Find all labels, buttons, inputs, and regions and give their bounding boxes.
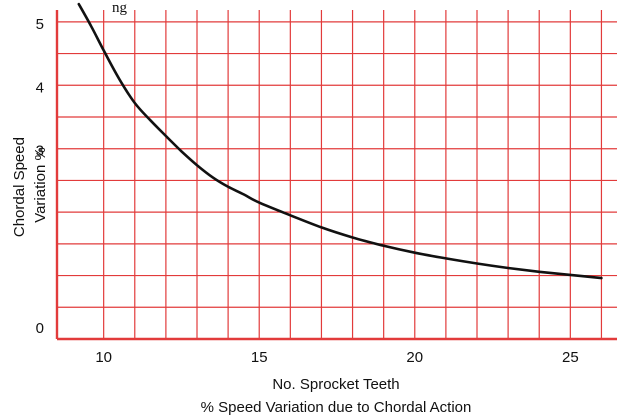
x-tick-label: 15 xyxy=(251,349,268,366)
chart-caption: % Speed Variation due to Chordal Action xyxy=(201,399,472,416)
y-tick-labels: 0 3 4 5 xyxy=(36,16,44,337)
axes xyxy=(55,10,617,341)
x-tick-label: 25 xyxy=(562,349,579,366)
y-tick-label: 4 xyxy=(36,79,44,96)
x-tick-labels: 10 15 20 25 xyxy=(95,349,578,366)
y-axis-title-line-2: Variation % xyxy=(32,147,49,223)
y-tick-label: 3 xyxy=(36,143,44,160)
y-tick-label: 0 xyxy=(36,320,44,337)
top-text-fragment: ng xyxy=(112,0,128,16)
y-axis-title-line-1: Chordal Speed xyxy=(11,137,28,237)
speed-variation-curve xyxy=(77,2,603,280)
x-tick-label: 20 xyxy=(406,349,423,366)
grid xyxy=(57,10,617,339)
y-axis-title: Chordal Speed Variation % xyxy=(11,133,49,237)
x-axis-title: No. Sprocket Teeth xyxy=(272,376,399,393)
x-tick-label: 10 xyxy=(95,349,112,366)
y-tick-label: 5 xyxy=(36,16,44,33)
